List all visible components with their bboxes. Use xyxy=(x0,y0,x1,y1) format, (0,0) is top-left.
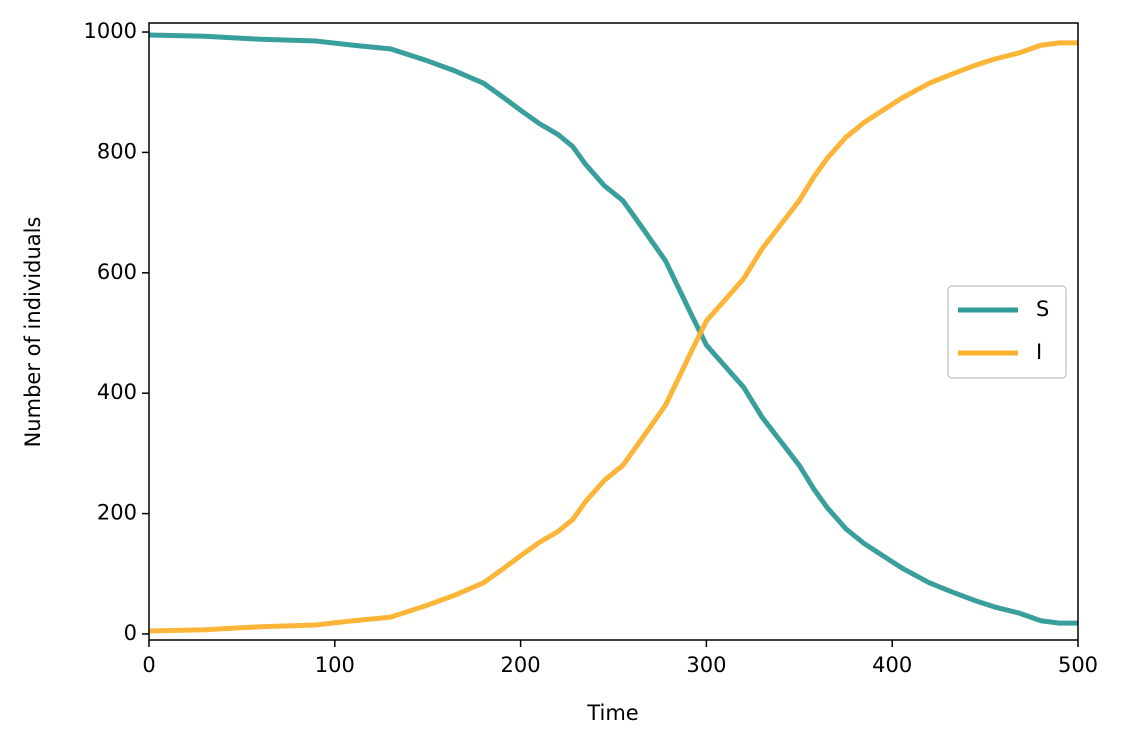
x-tick-label: 200 xyxy=(501,653,541,677)
x-tick-label: 500 xyxy=(1058,653,1098,677)
x-axis-label: Time xyxy=(586,701,638,725)
series-line xyxy=(148,40,1078,634)
y-tick-label: 0 xyxy=(124,621,137,645)
x-tick-label: 400 xyxy=(872,653,912,677)
y-tick-label: 400 xyxy=(97,380,137,404)
y-tick-label: 800 xyxy=(97,139,137,163)
y-tick-label: 200 xyxy=(97,501,137,525)
plot-frame xyxy=(148,22,1079,641)
x-tick-label: 300 xyxy=(686,653,726,677)
series-line xyxy=(148,32,1078,626)
y-tick-label: 1000 xyxy=(84,19,137,43)
y-axis-label: Number of individuals xyxy=(21,217,45,448)
legend-label: I xyxy=(1036,340,1042,364)
legend-label: S xyxy=(1036,297,1049,321)
y-tick-label: 600 xyxy=(97,260,137,284)
x-tick-label: 100 xyxy=(315,653,355,677)
x-tick-label: 0 xyxy=(142,653,155,677)
